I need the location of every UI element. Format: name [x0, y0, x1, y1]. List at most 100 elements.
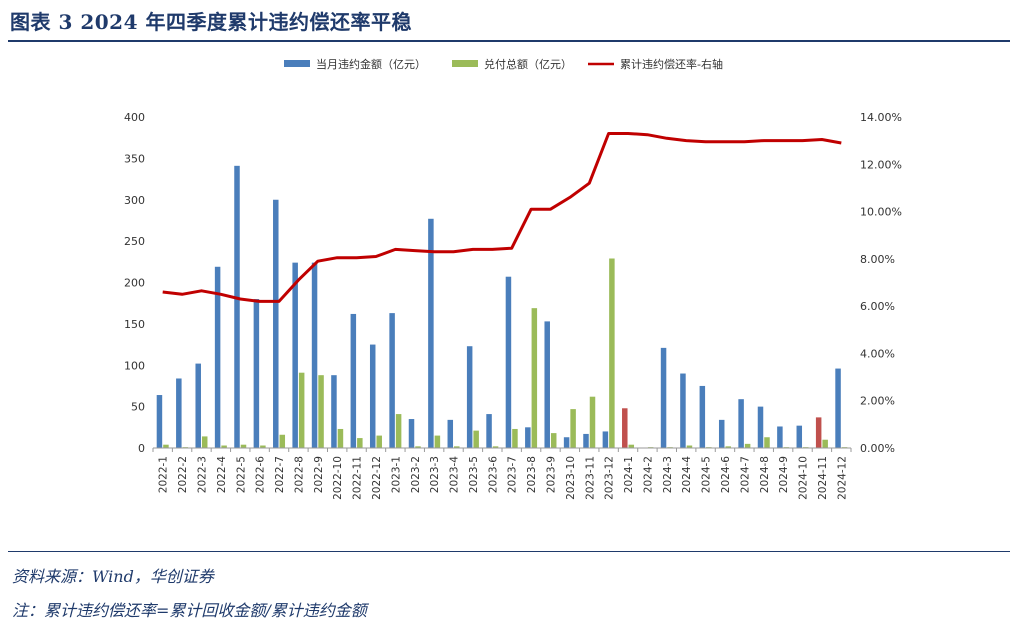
bar-default-amount	[214, 266, 221, 448]
x-tick-label: 2024-1	[623, 456, 635, 493]
cumulative-repayment-rate-line	[162, 132, 842, 303]
bar-default-amount	[350, 313, 357, 448]
x-tick-label: 2023-10	[565, 456, 577, 500]
legend-label-3: 累计违约偿还率-右轴	[620, 57, 723, 71]
bar-default-amount	[796, 425, 803, 448]
right-tick-label: 12.00%	[860, 158, 902, 171]
bar-default-amount	[583, 433, 589, 448]
bar-repayment-total	[434, 435, 441, 448]
bar-default-amount	[718, 419, 725, 448]
definition-note: 注：累计违约偿还率=累计回收金额/累计违约金额	[12, 601, 367, 620]
bar-repayment-total	[492, 446, 499, 448]
x-tick-label: 2022-10	[332, 456, 344, 500]
legend-swatch-2	[452, 60, 478, 67]
left-tick-label: 0	[138, 442, 145, 455]
bar-default-amount	[602, 431, 609, 448]
x-tick-label: 2022-7	[274, 456, 286, 493]
right-tick-label: 4.00%	[860, 347, 895, 360]
bar-default-amount	[835, 368, 841, 448]
bar-default-amount	[311, 262, 318, 448]
x-tick-label: 2024-10	[798, 456, 810, 500]
x-tick-label: 2024-8	[759, 456, 771, 493]
bar-repayment-total	[318, 375, 324, 448]
bar-repayment-total	[240, 444, 247, 448]
bar-default-amount	[622, 408, 628, 448]
bar-default-amount	[369, 344, 376, 448]
title-rule	[8, 40, 1010, 42]
bar-repayment-total	[744, 443, 751, 448]
left-axis: 0 50 100 150 200 250 300 350 400	[124, 111, 145, 455]
bar-default-amount	[428, 218, 434, 448]
legend-label-1: 当月违约金额（亿元）	[316, 57, 426, 71]
left-tick-label: 300	[124, 194, 145, 207]
bar-default-amount	[777, 426, 783, 448]
x-tick-label: 2023-7	[507, 456, 519, 493]
right-tick-label: 6.00%	[860, 300, 895, 313]
bar-repayment-total	[570, 409, 576, 448]
x-tick-label: 2023-6	[487, 456, 499, 494]
bar-series	[156, 165, 848, 448]
x-tick-label: 2023-1	[390, 456, 402, 493]
bar-repayment-total	[337, 428, 344, 448]
x-tick-label: 2022-11	[352, 456, 364, 500]
x-tick-label: 2023-8	[526, 456, 538, 493]
x-tick-label: 2023-2	[410, 456, 422, 493]
left-tick-label: 150	[124, 318, 145, 331]
left-tick-label: 250	[124, 235, 145, 248]
bar-default-amount	[738, 399, 744, 448]
x-tick-label: 2023-11	[584, 456, 596, 500]
x-tick-label: 2024-12	[836, 456, 848, 500]
right-tick-label: 8.00%	[860, 253, 895, 266]
bar-repayment-total	[357, 438, 363, 448]
x-tick-label: 2023-5	[468, 456, 480, 493]
bar-repayment-total	[221, 445, 227, 448]
x-tick-label: 2024-3	[662, 456, 674, 493]
bar-default-amount	[505, 276, 512, 448]
right-tick-label: 2.00%	[860, 395, 895, 408]
bar-default-amount	[525, 427, 531, 448]
bar-default-amount	[408, 419, 415, 448]
bar-repayment-total	[609, 258, 615, 448]
bar-repayment-total	[764, 437, 770, 448]
x-tick-label: 2024-11	[817, 456, 829, 500]
bar-default-amount	[331, 375, 337, 448]
legend: 当月违约金额（亿元） 兑付总额（亿元） 累计违约偿还率-右轴	[284, 57, 723, 71]
x-tick-label: 2022-9	[313, 456, 325, 493]
bar-repayment-total	[550, 433, 557, 448]
bar-repayment-total	[260, 445, 266, 448]
bar-default-amount	[563, 437, 570, 448]
bar-default-amount	[660, 347, 667, 448]
bar-repayment-total	[686, 445, 693, 448]
left-tick-label: 50	[131, 401, 145, 414]
right-tick-label: 14.00%	[860, 111, 902, 124]
x-axis: 2022-1 2022-2 2022-3 2022-4 2022-5 2022-6 2022…	[152, 447, 852, 500]
x-tick-label: 2022-12	[371, 456, 383, 500]
left-tick-label: 350	[124, 152, 145, 165]
bar-default-amount	[253, 299, 260, 448]
bar-default-amount	[156, 395, 163, 448]
bar-repayment-total	[473, 430, 479, 448]
right-tick-label: 10.00%	[860, 206, 902, 219]
bar-repayment-total	[628, 444, 635, 448]
left-tick-label: 100	[124, 359, 145, 372]
bar-repayment-total	[279, 434, 286, 448]
footer-rule	[8, 551, 1010, 552]
bar-default-amount	[176, 378, 182, 448]
x-tick-label: 2024-4	[681, 456, 693, 494]
bar-repayment-total	[298, 372, 305, 448]
bar-default-amount	[292, 262, 298, 448]
bar-default-amount	[757, 406, 764, 448]
x-tick-label: 2024-9	[778, 456, 790, 493]
x-tick-label: 2024-2	[642, 456, 654, 493]
x-tick-label: 2023-3	[429, 456, 441, 493]
x-tick-label: 2023-4	[449, 456, 461, 494]
line-series	[162, 132, 842, 303]
x-tick-label: 2023-12	[604, 456, 616, 500]
x-tick-label: 2024-6	[720, 456, 732, 494]
bar-default-amount	[486, 414, 492, 448]
bar-default-amount	[466, 346, 473, 448]
x-tick-label: 2022-6	[255, 456, 267, 494]
chart-title: 图表 3 2024 年四季度累计违约偿还率平稳	[10, 10, 412, 34]
bar-repayment-total	[822, 439, 828, 448]
x-tick-label: 2024-5	[701, 456, 713, 493]
